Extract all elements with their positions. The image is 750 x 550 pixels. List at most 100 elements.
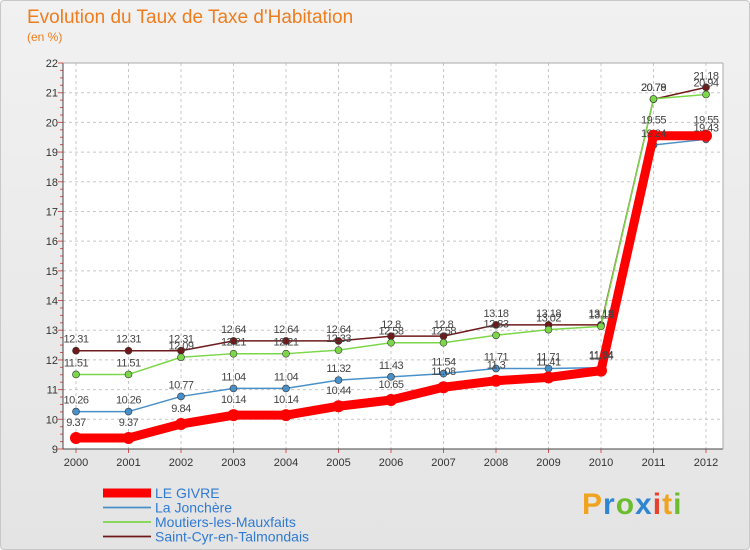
- data-label: 20.78: [641, 82, 666, 94]
- data-label: 11.74: [589, 351, 614, 363]
- data-label: 19.55: [693, 115, 718, 127]
- y-tick-label: 20: [46, 117, 58, 129]
- data-label: 12.33: [326, 333, 351, 345]
- series-0: [70, 129, 712, 445]
- data-point: [387, 338, 395, 347]
- data-label: 10.65: [378, 379, 403, 391]
- logo-letter: t: [662, 488, 674, 521]
- x-tick-label: 2005: [326, 457, 350, 469]
- legend-label: Moutiers-les-Mauxfaits: [155, 514, 296, 530]
- data-label: 11.51: [64, 357, 89, 369]
- data-point: [492, 364, 500, 373]
- data-label: 11.04: [274, 371, 299, 383]
- series-2: [72, 90, 710, 379]
- legend-label: LE GIVRE: [155, 485, 220, 501]
- data-point: [385, 394, 397, 407]
- data-point: [597, 322, 605, 331]
- data-label: 13.18: [483, 308, 508, 320]
- data-label: 10.14: [221, 394, 246, 406]
- x-tick-label: 2009: [536, 457, 560, 469]
- x-tick-label: 2001: [116, 457, 140, 469]
- x-tick-label: 2000: [64, 457, 88, 469]
- y-tick-label: 10: [46, 414, 58, 426]
- data-label: 10.77: [168, 379, 193, 391]
- data-label: 12.31: [168, 334, 193, 346]
- y-tick-label: 22: [46, 58, 58, 70]
- data-point: [700, 129, 712, 142]
- data-point: [492, 331, 500, 340]
- data-label: 9.37: [119, 417, 139, 429]
- data-point: [492, 321, 500, 329]
- data-label: 12.31: [116, 334, 141, 346]
- data-point: [229, 349, 238, 358]
- data-point: [122, 432, 135, 445]
- data-point: [227, 409, 240, 422]
- data-label: 12.64: [273, 324, 298, 336]
- x-tick-label: 2010: [589, 457, 613, 469]
- data-point: [649, 95, 658, 103]
- data-point: [387, 373, 395, 381]
- logo-letter: P: [582, 488, 604, 521]
- data-label: 20.94: [693, 77, 718, 89]
- data-point: [490, 374, 502, 387]
- data-label: 12.8: [434, 319, 454, 331]
- data-label: 12.58: [431, 326, 456, 338]
- data-label: 13.18: [536, 308, 561, 320]
- data-point: [70, 432, 82, 445]
- data-point: [282, 349, 290, 358]
- data-point: [282, 384, 290, 393]
- data-label: 20.79: [641, 82, 666, 94]
- data-label: 11.32: [326, 363, 351, 375]
- data-label: 11.43: [379, 360, 404, 372]
- data-point: [124, 346, 133, 355]
- data-label: 19.43: [693, 122, 718, 134]
- x-tick-label: 2002: [169, 457, 193, 469]
- data-point: [72, 346, 80, 355]
- y-tick-label: 13: [46, 325, 58, 337]
- y-tick-label: 21: [46, 88, 58, 100]
- data-point: [702, 90, 710, 99]
- data-point: [332, 400, 345, 413]
- y-tick-label: 11: [47, 385, 58, 397]
- data-point: [72, 370, 80, 379]
- y-tick-label: 16: [46, 236, 58, 248]
- y-tick-label: 19: [46, 147, 58, 159]
- data-label: 10.26: [116, 395, 141, 407]
- logo-letter: o: [615, 488, 636, 521]
- y-tick-label: 14: [46, 296, 58, 308]
- data-point: [282, 337, 290, 345]
- data-label: 19.55: [641, 115, 666, 127]
- data-point: [124, 407, 133, 416]
- y-tick-label: 9: [52, 444, 58, 456]
- data-label: 12.8: [381, 319, 401, 331]
- data-label: 10.44: [326, 385, 351, 397]
- data-label: 12.64: [221, 324, 246, 336]
- data-label: 12.64: [326, 324, 351, 336]
- chart-title: Evolution du Taux de Taxe d'Habitation: [27, 7, 354, 28]
- data-point: [177, 353, 185, 362]
- data-point: [437, 381, 450, 394]
- data-label: 11.3: [487, 360, 506, 372]
- data-point: [334, 346, 343, 354]
- data-label: 12.58: [378, 326, 403, 338]
- data-label: 9.84: [171, 403, 191, 415]
- logo-letter: i: [673, 488, 683, 521]
- data-label: 11.51: [116, 357, 141, 369]
- axes: 9 10 11 12 13 14 15 16 17 18 19 20 21 22 2000 2001 2002 2…: [46, 58, 724, 469]
- logo-letter: x: [635, 488, 653, 521]
- y-tick-label: 12: [46, 355, 58, 367]
- data-label: 13.13: [588, 309, 613, 321]
- data-point: [595, 364, 607, 377]
- data-label: 11.64: [589, 350, 614, 362]
- proxiti-logo: Proxiti: [582, 488, 682, 522]
- x-tick-label: 2011: [642, 457, 666, 469]
- data-label: 11.41: [536, 356, 561, 368]
- logo-letter: r: [603, 488, 616, 521]
- data-label: 11.04: [221, 371, 246, 383]
- data-label: 11.71: [536, 352, 561, 364]
- data-label: 12.09: [168, 340, 193, 352]
